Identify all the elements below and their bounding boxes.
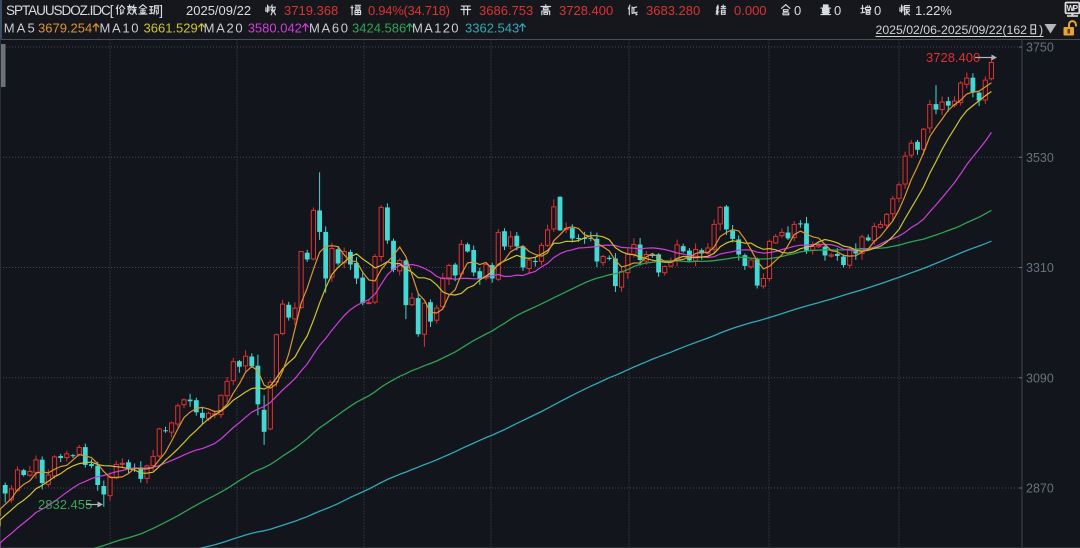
- svg-text:1.22%: 1.22%: [915, 3, 952, 18]
- svg-text:0: 0: [834, 3, 841, 18]
- svg-text:MA120: MA120: [412, 21, 459, 36]
- svg-text:): ): [1039, 23, 1043, 37]
- svg-text:3728.400: 3728.400: [926, 50, 980, 65]
- svg-text:3686.753: 3686.753: [479, 3, 533, 18]
- svg-text:MA60: MA60: [309, 21, 348, 36]
- svg-text:WP: WP: [1067, 4, 1079, 13]
- svg-text:0: 0: [874, 3, 881, 18]
- svg-text:0.000: 0.000: [734, 3, 767, 18]
- svg-text:0: 0: [794, 3, 801, 18]
- svg-text:3580.042: 3580.042: [248, 21, 302, 36]
- svg-text:3661.529: 3661.529: [144, 21, 198, 36]
- svg-text:3090: 3090: [1026, 371, 1054, 385]
- svg-text:3750: 3750: [1026, 41, 1054, 55]
- svg-text:MA10: MA10: [100, 21, 139, 36]
- svg-text:2870: 2870: [1026, 482, 1054, 496]
- svg-text:3719.368: 3719.368: [284, 3, 338, 18]
- svg-text:3728.400: 3728.400: [559, 3, 613, 18]
- svg-text:SPTAUUSDOZ.IDC[: SPTAUUSDOZ.IDC[: [6, 3, 114, 18]
- svg-text:3679.254: 3679.254: [38, 21, 92, 36]
- svg-text:]: ]: [159, 3, 163, 18]
- svg-text:3530: 3530: [1026, 151, 1054, 165]
- svg-text:3310: 3310: [1026, 261, 1054, 275]
- svg-text:MA5: MA5: [4, 21, 35, 36]
- svg-text:0.94%(34.718): 0.94%(34.718): [368, 3, 450, 18]
- svg-text:2832.455: 2832.455: [38, 497, 92, 512]
- svg-text:3683.280: 3683.280: [646, 3, 700, 18]
- svg-text:3424.586: 3424.586: [352, 21, 406, 36]
- svg-text:2025/09/22: 2025/09/22: [186, 3, 251, 18]
- svg-text:3362.543: 3362.543: [465, 21, 519, 36]
- svg-text:MA20: MA20: [204, 21, 243, 36]
- svg-text:2025/02/06-2025/09/22(162: 2025/02/06-2025/09/22(162: [876, 23, 1028, 37]
